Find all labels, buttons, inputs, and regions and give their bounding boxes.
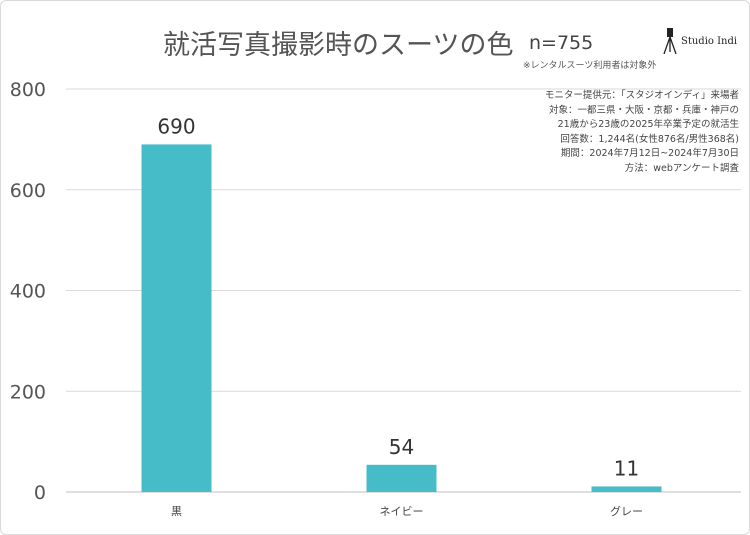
y-tick-label: 0: [34, 482, 46, 504]
info-line: 期間：2024年7月12日~2024年7月30日: [560, 148, 739, 159]
y-tick-label: 200: [10, 381, 46, 403]
bar: [591, 486, 662, 492]
studio-indi-logo: Studio Indi: [663, 28, 737, 54]
info-line: モニター提供元：「スタジオインディ」来場者: [544, 90, 739, 101]
x-tick-label: 黒: [171, 505, 182, 518]
camera-tripod-icon: [663, 28, 677, 54]
survey-info: モニター提供元：「スタジオインディ」来場者 対象：一都三県・大阪・京都・兵庫・神…: [545, 89, 739, 176]
y-tick-label: 400: [10, 281, 46, 303]
logo-text: Studio Indi: [681, 35, 738, 47]
y-tick-label: 800: [10, 79, 46, 101]
sample-size: n=755: [529, 32, 594, 54]
data-label: 11: [614, 456, 639, 480]
info-line: 方法：webアンケート調査: [624, 162, 739, 174]
chart-title: 就活写真撮影時のスーツの色: [163, 30, 514, 61]
y-tick-label: 600: [10, 180, 46, 202]
x-tick-label: グレー: [610, 504, 643, 518]
bar: [366, 464, 437, 492]
chart-note: ※レンタルスーツ利用者は対象外: [523, 61, 657, 71]
info-line: 回答数：1,244名(女性876名/男性368名): [560, 133, 739, 145]
data-label: 54: [389, 435, 414, 459]
data-label: 690: [157, 114, 195, 138]
x-tick-label: ネイビー: [380, 505, 424, 518]
bar: [141, 144, 212, 492]
info-line: 21歳から23歳の2025年卒業予定の就活生: [557, 119, 739, 130]
info-line: 対象：一都三県・大阪・京都・兵庫・神戸の: [548, 104, 739, 116]
